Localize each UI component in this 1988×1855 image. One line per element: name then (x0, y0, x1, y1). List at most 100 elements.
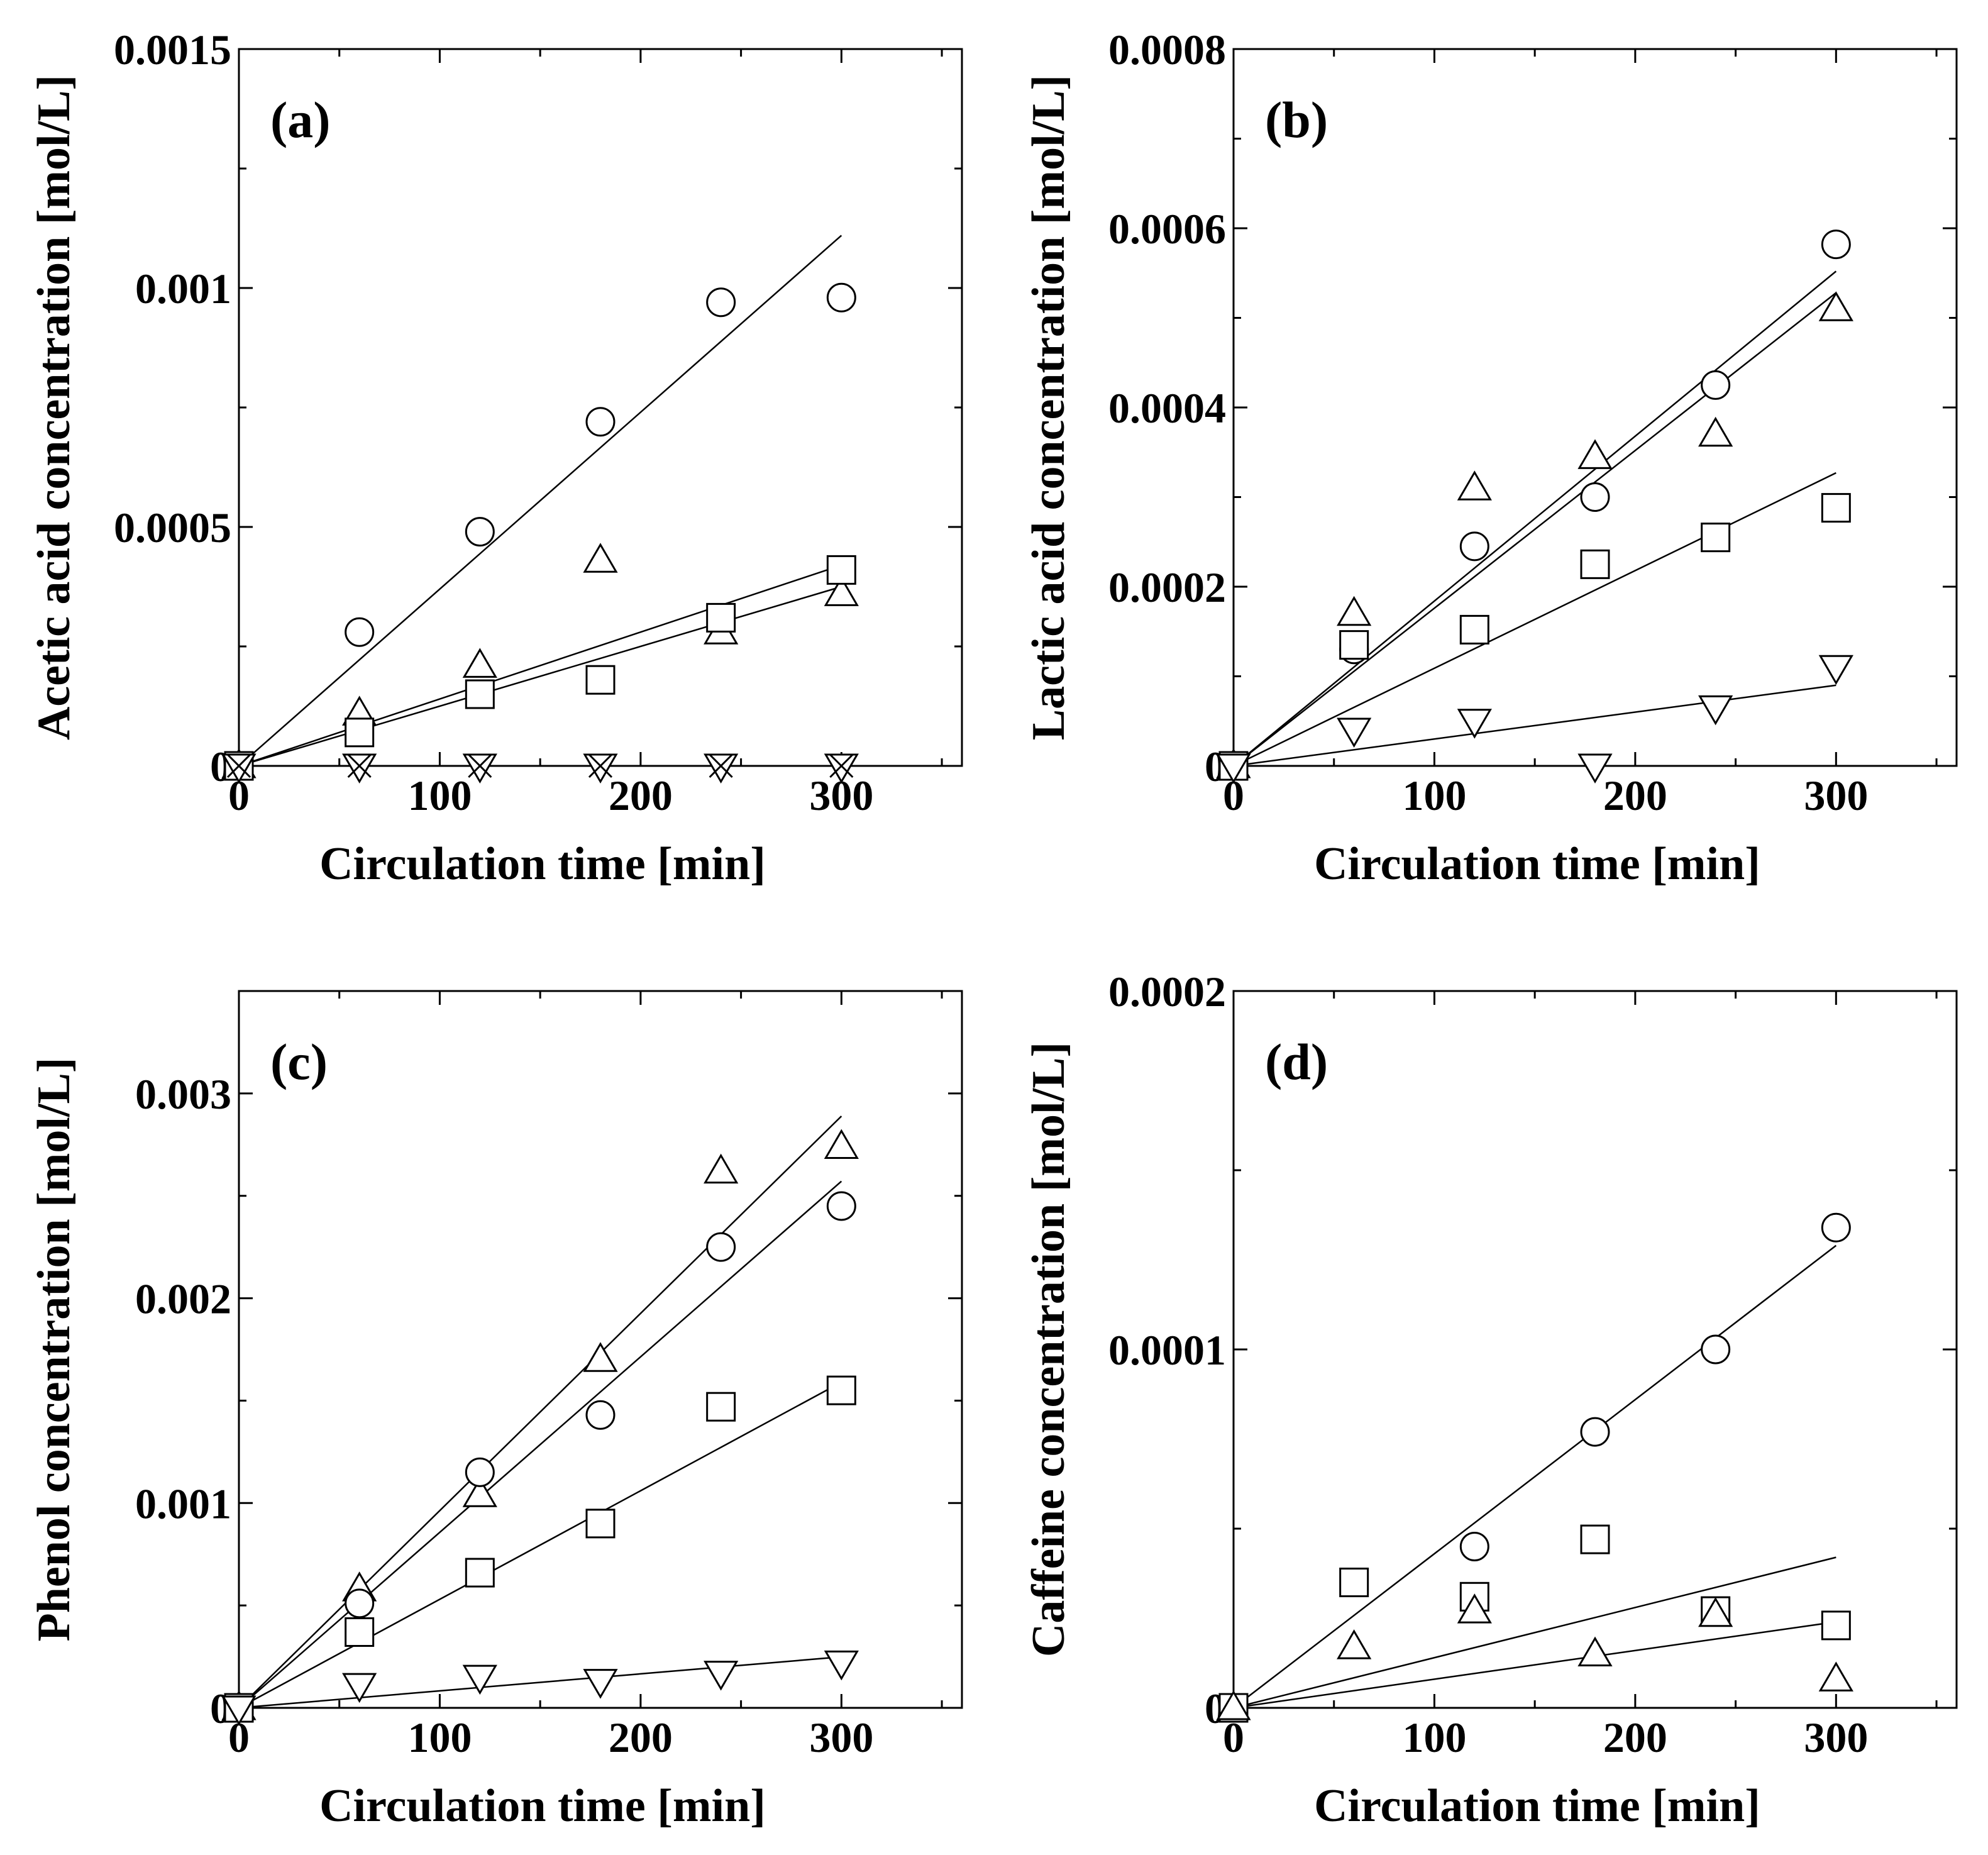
x-axis-label: Circulation time [min] (1314, 838, 1760, 890)
data-point-circle (1701, 370, 1731, 400)
data-point-circle (465, 1457, 495, 1487)
data-point-triangle-down (824, 753, 859, 784)
x-axis-label: Circulation time [min] (1314, 1780, 1760, 1832)
x-tick-label: 100 (407, 772, 472, 819)
panel-b: 0 100 200 30000.00020.00040.00060.0008Circu… (1023, 26, 1958, 890)
fit-line-triangle (238, 585, 842, 767)
data-point-square (826, 555, 856, 585)
x-tick-label: 300 (1804, 772, 1868, 819)
fit-line-square (1233, 1556, 1836, 1709)
data-point-triangle-down (583, 753, 618, 784)
plot-frame (1232, 990, 1958, 1709)
data-point-cross (468, 753, 492, 778)
data-point-triangle-down (1337, 717, 1372, 748)
data-point-cross (588, 753, 613, 778)
fit-line-circle (238, 235, 842, 767)
panel-label: (d) (1265, 1033, 1328, 1090)
data-point-triangle (1818, 1661, 1853, 1692)
data-point-triangle-down (1577, 753, 1613, 784)
data-point-circle (706, 287, 736, 318)
data-point-circle (1701, 1334, 1731, 1365)
y-tick-label: 0.0008 (1108, 26, 1226, 74)
fit-line-circle (1233, 270, 1837, 767)
data-point-triangle (462, 648, 497, 678)
data-point-triangle (583, 543, 618, 573)
data-point-triangle (824, 1129, 859, 1160)
y-tick-label: 0.0001 (1108, 1326, 1226, 1374)
y-tick-label: 0.0004 (1108, 384, 1226, 432)
data-point-triangle-down (342, 753, 377, 784)
x-tick-label: 200 (609, 1714, 673, 1761)
plot-frame (238, 990, 963, 1709)
x-tick-label: 100 (1402, 772, 1466, 819)
y-axis-label: Acetic acid concentration [mol/L] (28, 75, 80, 740)
data-point-triangle-down (704, 1661, 739, 1691)
data-point-triangle-down (1216, 753, 1251, 784)
y-tick-label: 0.0015 (114, 26, 231, 74)
data-point-triangle (824, 576, 859, 606)
data-point-triangle (1337, 1629, 1372, 1659)
data-point-square (1821, 493, 1851, 523)
fit-line-circle (238, 1180, 842, 1708)
data-point-circle (826, 1191, 856, 1221)
data-point-square (1339, 630, 1369, 660)
y-tick-label: 0.001 (135, 265, 231, 313)
data-point-triangle (1698, 1597, 1733, 1627)
data-point-triangle-down (221, 1695, 257, 1725)
data-point-triangle-down (1818, 655, 1853, 685)
y-tick-label: 0.003 (135, 1070, 231, 1118)
data-point-square (706, 1392, 736, 1422)
y-axis-label: Phenol concentration [mol/L] (28, 1057, 80, 1641)
x-tick-label: 300 (1804, 1714, 1868, 1761)
data-point-triangle (1457, 470, 1492, 501)
x-tick-label: 200 (609, 772, 673, 819)
data-point-triangle (583, 1342, 618, 1372)
y-tick-label: 0.0002 (1108, 968, 1226, 1016)
data-point-triangle (1337, 595, 1372, 626)
data-point-triangle-down (1457, 709, 1492, 739)
data-point-square (345, 717, 375, 748)
data-point-triangle-down (1698, 695, 1733, 726)
data-point-triangle (1457, 1593, 1492, 1624)
y-axis-label: Lactic acid concentration [mol/L] (1023, 75, 1074, 740)
fit-line-square (1233, 472, 1836, 767)
x-tick-label: 200 (1603, 772, 1667, 819)
fit-line-triangle-down (1233, 684, 1836, 767)
data-point-square (465, 679, 495, 709)
data-point-triangle (462, 1477, 497, 1507)
data-point-triangle (1216, 1690, 1251, 1720)
panel-label: (c) (270, 1033, 328, 1090)
data-point-triangle-down (824, 1650, 859, 1681)
data-point-circle (585, 407, 616, 437)
data-point-circle (826, 282, 856, 313)
fit-line-triangle (238, 1116, 842, 1708)
data-point-square (1701, 523, 1731, 553)
fit-line-triangle (1233, 292, 1837, 767)
data-point-square (826, 1375, 856, 1405)
data-point-square (706, 602, 736, 633)
data-point-square (1580, 549, 1610, 579)
data-point-cross (347, 753, 372, 778)
fit-line-square (238, 1382, 842, 1709)
data-point-circle (1821, 1212, 1851, 1243)
data-point-circle (585, 1400, 616, 1430)
panel-label: (b) (1265, 91, 1328, 148)
data-point-square (585, 1509, 616, 1539)
data-point-circle (1459, 1532, 1489, 1561)
y-tick-label: 0.001 (135, 1480, 231, 1527)
data-point-square (1821, 1610, 1851, 1641)
data-point-triangle-down (342, 1673, 377, 1703)
data-point-circle (1580, 1417, 1610, 1447)
fit-line-circle (1233, 1244, 1837, 1708)
data-point-triangle (704, 1153, 739, 1184)
data-point-circle (1821, 230, 1851, 260)
data-point-triangle (1577, 1636, 1613, 1666)
data-point-circle (706, 1232, 736, 1262)
data-point-circle (345, 617, 375, 647)
y-tick-label: 0.0002 (1108, 563, 1226, 611)
data-point-square (585, 665, 616, 695)
fit-line-triangle (1233, 1620, 1836, 1709)
panel-label: (a) (270, 91, 331, 148)
